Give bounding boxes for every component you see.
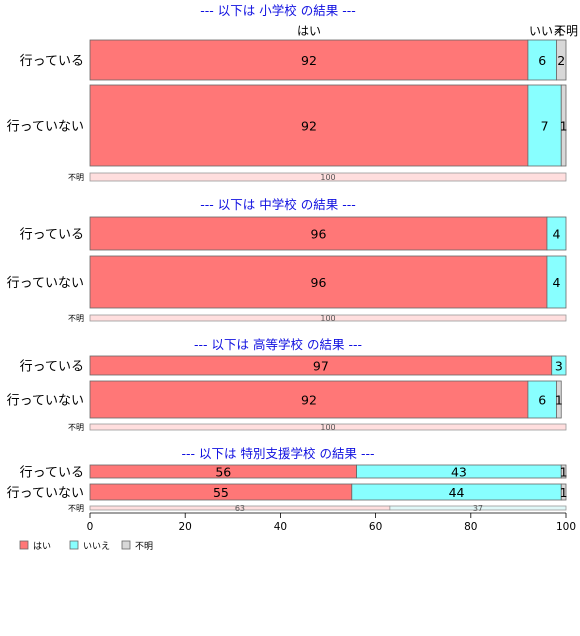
panel-title: --- 以下は 特別支援学校 の結果 --- xyxy=(182,446,375,461)
legend-swatch-yes xyxy=(19,540,29,550)
bar-value-label: 97 xyxy=(313,359,329,374)
bar-value-label: 55 xyxy=(213,485,229,500)
bar-segment-no xyxy=(546,216,567,251)
row-label: 不明 xyxy=(68,314,84,323)
bar-value-label: 2 xyxy=(557,53,565,68)
bar-segment-yes xyxy=(89,314,567,322)
legend-swatch-unknown xyxy=(121,540,131,550)
row-label: 行っていない xyxy=(7,486,84,501)
panel-title: --- 以下は 小学校 の結果 --- xyxy=(200,3,355,18)
row-label: 行っていない xyxy=(7,276,84,291)
bar-value-label: 100 xyxy=(320,423,335,432)
x-tick-label: 80 xyxy=(464,521,477,533)
legend-label-yes: はい xyxy=(33,541,51,552)
bar-value-label: 92 xyxy=(301,119,317,134)
bar-value-label: 3 xyxy=(555,359,563,374)
bar-segment-no xyxy=(527,39,557,81)
bar-value-label: 96 xyxy=(311,275,327,290)
bar-segment-yes xyxy=(89,84,529,167)
bar-value-label: 43 xyxy=(451,465,467,480)
legend-swatch-no xyxy=(69,540,79,550)
bar-segment-yes xyxy=(89,380,529,419)
bar-segment-unknown xyxy=(556,39,567,81)
row-label: 不明 xyxy=(68,504,84,513)
bar-value-label: 4 xyxy=(553,227,561,242)
panel-title: --- 以下は 高等学校 の結果 --- xyxy=(194,337,362,352)
bar-segment-yes xyxy=(89,423,567,431)
bar-value-label: 63 xyxy=(235,504,245,513)
bar-value-label: 37 xyxy=(473,504,483,513)
bar-value-label: 100 xyxy=(320,314,335,323)
bar-value-label: 4 xyxy=(553,275,561,290)
row-label: 不明 xyxy=(68,423,84,432)
bar-value-label: 100 xyxy=(320,173,335,182)
bar-segment-unknown xyxy=(560,483,567,501)
bar-segment-yes xyxy=(89,216,548,251)
row-label: 行っている xyxy=(20,54,84,69)
column-header-unknown: 不明 xyxy=(554,24,578,38)
row-label: 行っている xyxy=(20,466,84,481)
bar-value-label: 1 xyxy=(555,393,563,408)
bar-value-label: 6 xyxy=(538,53,546,68)
bar-segment-yes xyxy=(89,255,548,309)
row-label: 行っていない xyxy=(7,120,84,135)
column-header-yes: はい xyxy=(297,24,321,38)
x-tick-label: 20 xyxy=(179,521,192,533)
bar-segment-no xyxy=(546,255,567,309)
x-tick-label: 40 xyxy=(274,521,287,533)
bar-value-label: 92 xyxy=(301,393,317,408)
bar-segment-no xyxy=(551,355,567,376)
bar-segment-unknown xyxy=(556,380,562,419)
panel-title: --- 以下は 中学校 の結果 --- xyxy=(200,197,355,212)
row-label: 行っている xyxy=(20,360,84,375)
legend-label-unknown: 不明 xyxy=(135,541,153,552)
bar-segment-unknown xyxy=(560,84,567,167)
bar-segment-no xyxy=(527,380,557,419)
bar-value-label: 1 xyxy=(560,485,568,500)
row-label: 行っている xyxy=(20,228,84,243)
bar-value-label: 96 xyxy=(311,227,327,242)
bar-segment-unknown xyxy=(560,464,567,479)
bar-value-label: 7 xyxy=(541,119,549,134)
row-label: 行っていない xyxy=(7,394,84,409)
bar-value-label: 6 xyxy=(538,393,546,408)
bar-value-label: 1 xyxy=(560,119,568,134)
x-tick-label: 100 xyxy=(556,521,576,533)
x-tick-label: 0 xyxy=(87,521,94,533)
x-tick-label: 60 xyxy=(369,521,382,533)
bar-value-label: 56 xyxy=(215,465,231,480)
column-header-no: いいえ xyxy=(529,24,565,38)
bar-segment-no xyxy=(389,505,567,511)
bar-segment-no xyxy=(527,84,562,167)
bar-value-label: 1 xyxy=(560,465,568,480)
row-label: 不明 xyxy=(68,173,84,182)
bar-segment-yes xyxy=(89,172,567,182)
bar-value-label: 92 xyxy=(301,53,317,68)
legend-label-no: いいえ xyxy=(83,541,110,552)
bar-value-label: 44 xyxy=(449,485,465,500)
